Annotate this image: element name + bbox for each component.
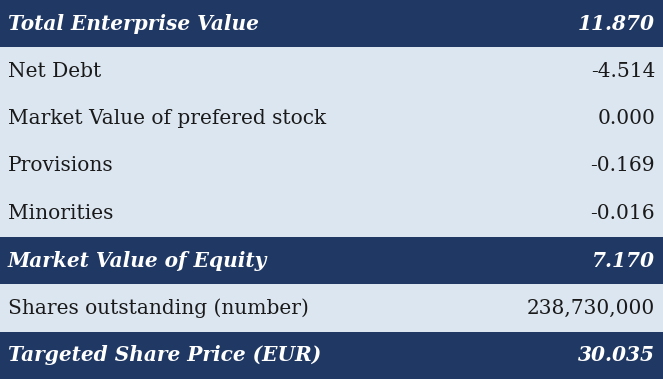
Bar [0, 190, 663, 237]
Text: 7.170: 7.170 [592, 251, 655, 271]
Text: Net Debt: Net Debt [8, 61, 101, 81]
Text: -0.169: -0.169 [591, 156, 655, 175]
Bar [0, 284, 663, 332]
Bar [0, 237, 663, 284]
Text: Shares outstanding (number): Shares outstanding (number) [8, 298, 309, 318]
Text: 238,730,000: 238,730,000 [527, 298, 655, 318]
Bar [0, 95, 663, 142]
Text: -0.016: -0.016 [591, 204, 655, 223]
Text: -4.514: -4.514 [591, 61, 655, 81]
Text: 30.035: 30.035 [578, 345, 655, 365]
Text: Market Value of Equity: Market Value of Equity [8, 251, 267, 271]
Text: 11.870: 11.870 [578, 14, 655, 34]
Text: Market Value of prefered stock: Market Value of prefered stock [8, 109, 326, 128]
Bar [0, 47, 663, 95]
Bar [0, 0, 663, 47]
Bar [0, 142, 663, 190]
Bar [0, 332, 663, 379]
Text: Targeted Share Price (EUR): Targeted Share Price (EUR) [8, 345, 321, 365]
Text: 0.000: 0.000 [597, 109, 655, 128]
Text: Provisions: Provisions [8, 156, 113, 175]
Text: Total Enterprise Value: Total Enterprise Value [8, 14, 259, 34]
Text: Minorities: Minorities [8, 204, 113, 223]
